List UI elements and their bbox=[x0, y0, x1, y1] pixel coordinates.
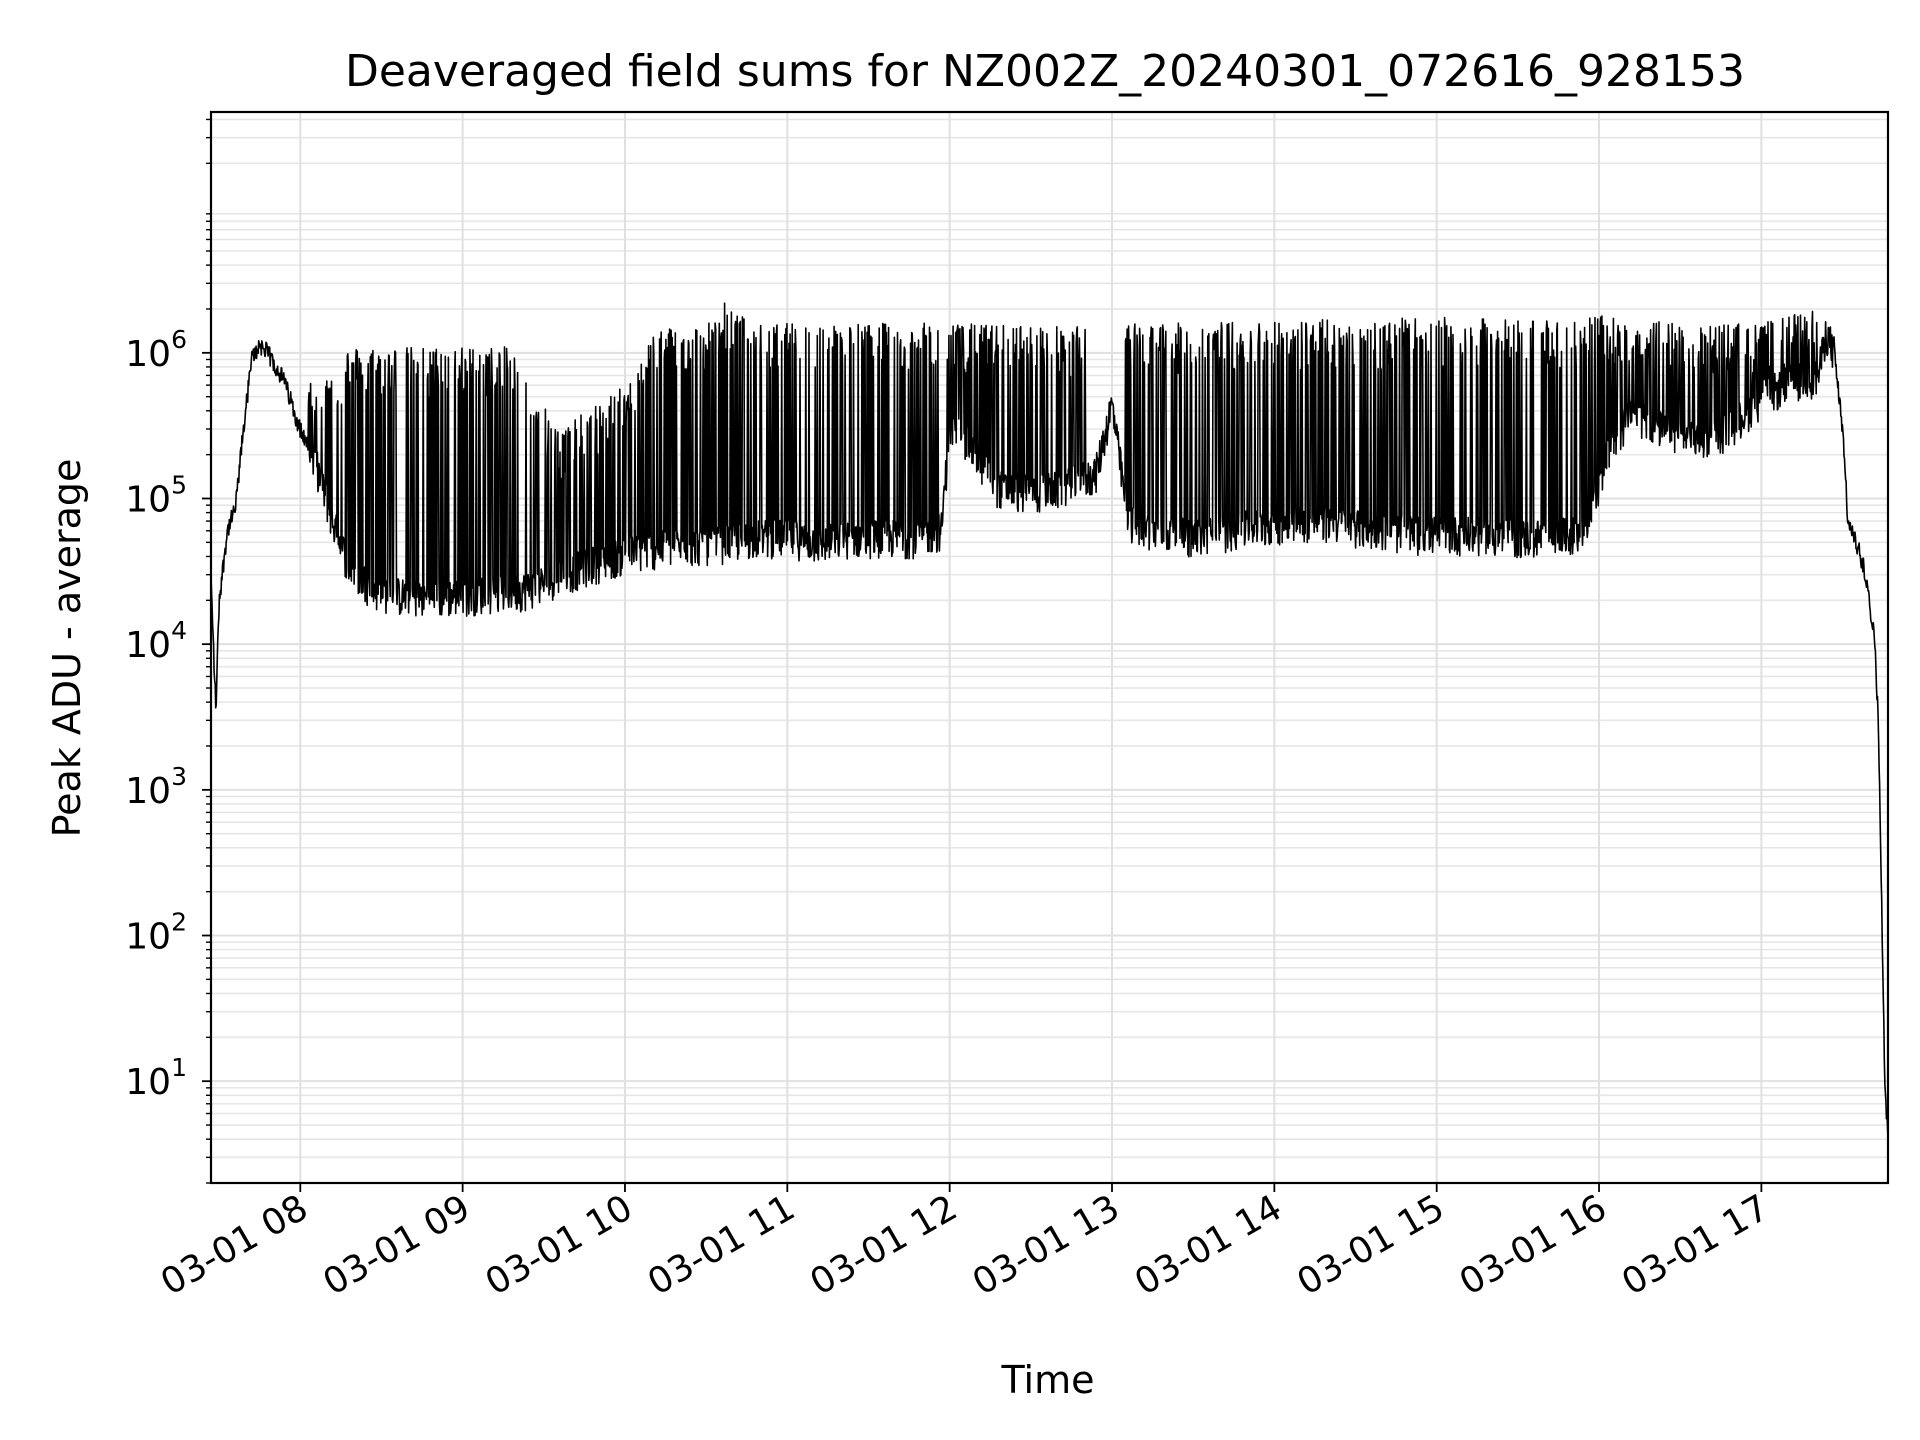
plot-frame bbox=[209, 110, 1890, 1185]
x-tick-label: 03-01 15 bbox=[1291, 1187, 1452, 1303]
y-tick-label: 105 bbox=[125, 470, 187, 520]
x-tick-label: 03-01 10 bbox=[479, 1187, 640, 1303]
x-tick-label: 03-01 16 bbox=[1453, 1187, 1614, 1303]
y-tick-label: 101 bbox=[125, 1053, 187, 1103]
x-tick-label: 03-01 12 bbox=[803, 1187, 964, 1303]
x-tick-label: 03-01 09 bbox=[316, 1187, 477, 1303]
x-tick-label: 03-01 13 bbox=[966, 1187, 1127, 1303]
grid-lines bbox=[211, 112, 1888, 1184]
y-tick-label: 103 bbox=[125, 762, 187, 812]
y-tick-label: 106 bbox=[125, 325, 187, 375]
data-line bbox=[211, 302, 1888, 1137]
y-tick-label: 102 bbox=[125, 908, 187, 958]
y-axis: 101 102 103 104 105 106 bbox=[125, 118, 211, 1184]
plot-area bbox=[211, 302, 1888, 1137]
x-axis: 03-01 08 03-01 09 03-01 10 03-01 11 03-01 12… bbox=[154, 1183, 1776, 1304]
chart-title: Deaveraged field sums for NZ002Z_2024030… bbox=[345, 46, 1745, 97]
x-axis-label: Time bbox=[1001, 1358, 1095, 1402]
x-tick-label: 03-01 17 bbox=[1615, 1187, 1776, 1303]
y-tick-label: 104 bbox=[125, 616, 187, 666]
x-tick-label: 03-01 08 bbox=[154, 1187, 315, 1303]
x-tick-label: 03-01 11 bbox=[641, 1187, 802, 1303]
x-tick-label: 03-01 14 bbox=[1128, 1187, 1289, 1303]
y-axis-label: Peak ADU - average bbox=[45, 459, 89, 838]
